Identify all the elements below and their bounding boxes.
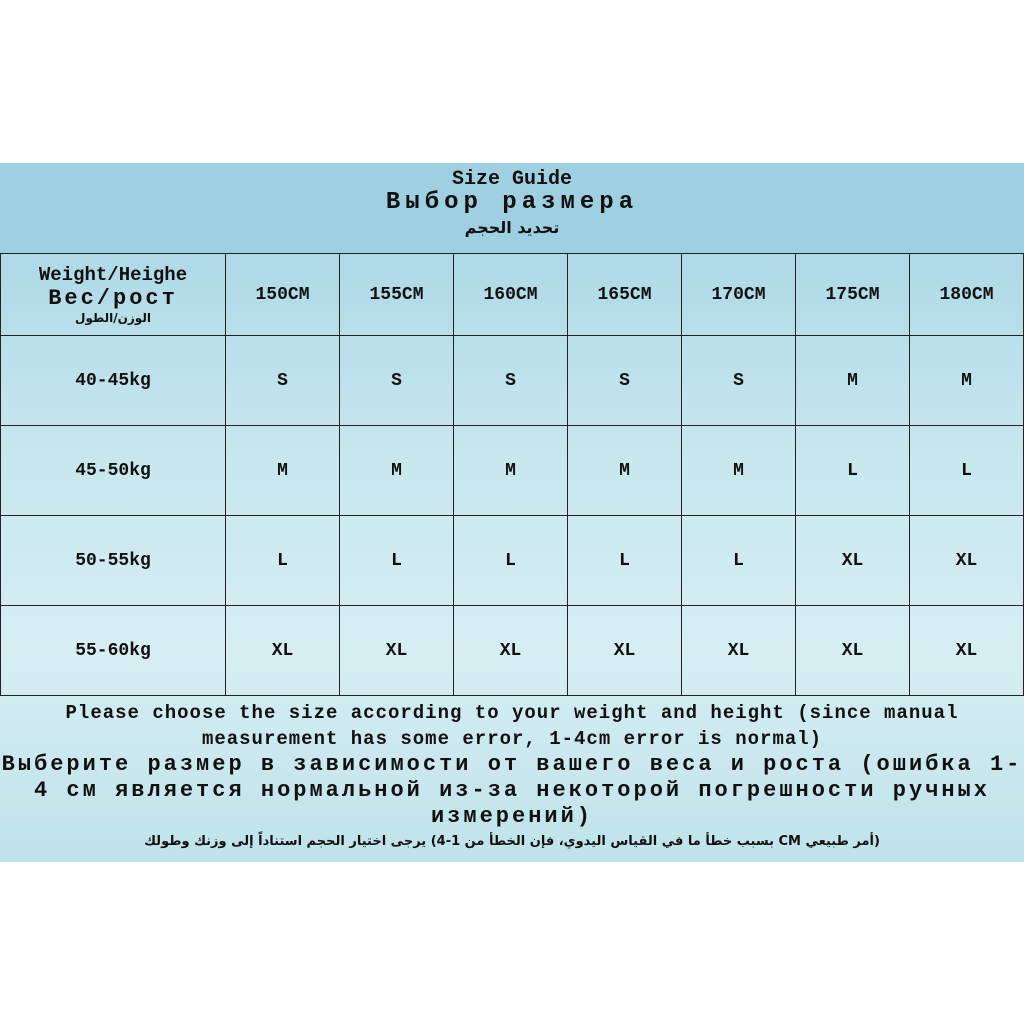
size-cell: XL xyxy=(681,605,796,696)
size-cell: M xyxy=(909,335,1024,426)
size-cell: L xyxy=(795,425,910,516)
corner-ar: الوزن/الطول xyxy=(75,311,151,325)
size-cell: M xyxy=(225,425,340,516)
size-table: Weight/Heighe Вес/рост الوزن/الطول 150CM 155… xyxy=(0,253,1024,696)
size-cell: XL xyxy=(567,605,682,696)
title-en: Size Guide xyxy=(451,168,573,191)
size-cell: L xyxy=(681,515,796,606)
weight-cell: 45-50kg xyxy=(0,425,226,516)
note-ar: (أمر طبيعي CM بسبب خطأ ما في القياس اليد… xyxy=(144,834,880,849)
size-cell: XL xyxy=(795,515,910,606)
height-header: 150CM xyxy=(225,253,340,336)
height-header: 165CM xyxy=(567,253,682,336)
size-guide: Size Guide Выбор размера تحديد الحجم Wei… xyxy=(0,163,1024,862)
size-cell: M xyxy=(567,425,682,516)
size-cell: M xyxy=(795,335,910,426)
size-cell: L xyxy=(909,425,1024,516)
table-row: 50-55kg L L L L L XL XL xyxy=(0,515,1024,606)
size-cell: XL xyxy=(795,605,910,696)
size-cell: S xyxy=(681,335,796,426)
size-cell: XL xyxy=(909,515,1024,606)
size-cell: M xyxy=(339,425,454,516)
size-cell: L xyxy=(225,515,340,606)
corner-cell: Weight/Heighe Вес/рост الوزن/الطول xyxy=(0,253,226,336)
header-row: Weight/Heighe Вес/рост الوزن/الطول 150CM 155… xyxy=(0,253,1024,336)
title-bar: Size Guide Выбор размера تحديد الحجم xyxy=(0,163,1024,253)
title-ar: تحديد الحجم xyxy=(464,218,560,237)
corner-ru: Вес/рост xyxy=(48,286,178,311)
size-cell: L xyxy=(339,515,454,606)
height-header: 155CM xyxy=(339,253,454,336)
size-cell: M xyxy=(453,425,568,516)
weight-cell: 55-60kg xyxy=(0,605,226,696)
corner-en: Weight/Heighe xyxy=(38,264,188,286)
size-cell: XL xyxy=(339,605,454,696)
size-cell: L xyxy=(453,515,568,606)
table-row: 45-50kg M M M M M L L xyxy=(0,425,1024,516)
height-header: 170CM xyxy=(681,253,796,336)
size-cell: S xyxy=(567,335,682,426)
table-row: 55-60kg XL XL XL XL XL XL XL xyxy=(0,605,1024,696)
size-cell: S xyxy=(453,335,568,426)
size-cell: XL xyxy=(453,605,568,696)
size-cell: XL xyxy=(225,605,340,696)
height-header: 160CM xyxy=(453,253,568,336)
size-cell: M xyxy=(681,425,796,516)
size-cell: S xyxy=(339,335,454,426)
note-en: Please choose the size according to your… xyxy=(65,702,959,750)
footer-note: Please choose the size according to your… xyxy=(0,700,1024,854)
size-cell: S xyxy=(225,335,340,426)
table-row: 40-45kg S S S S S M M xyxy=(0,335,1024,426)
size-cell: XL xyxy=(909,605,1024,696)
height-header: 175CM xyxy=(795,253,910,336)
weight-cell: 50-55kg xyxy=(0,515,226,606)
note-ru: Выберите размер в зависимости от вашего … xyxy=(1,752,1023,829)
weight-cell: 40-45kg xyxy=(0,335,226,426)
height-header: 180CM xyxy=(909,253,1024,336)
size-cell: L xyxy=(567,515,682,606)
title-ru: Выбор размера xyxy=(385,189,639,216)
